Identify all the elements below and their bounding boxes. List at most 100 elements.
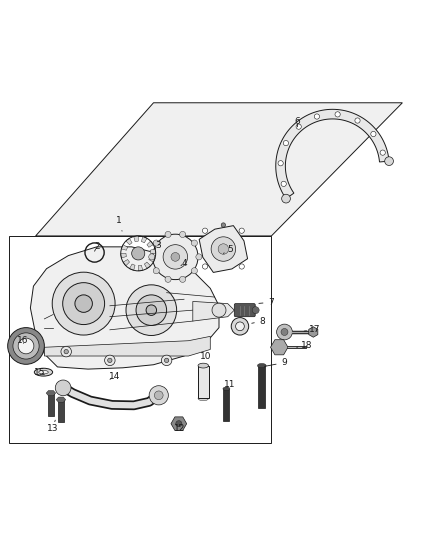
Polygon shape <box>46 391 56 396</box>
Polygon shape <box>123 260 130 266</box>
Circle shape <box>153 240 159 246</box>
Circle shape <box>277 324 292 340</box>
Polygon shape <box>150 249 155 253</box>
Text: 2: 2 <box>94 243 99 252</box>
Circle shape <box>152 234 198 280</box>
Circle shape <box>64 350 68 354</box>
Text: 12: 12 <box>174 424 185 433</box>
Bar <box>58 400 64 422</box>
Circle shape <box>75 295 92 312</box>
Circle shape <box>239 228 244 233</box>
Circle shape <box>296 124 301 130</box>
Polygon shape <box>56 397 66 402</box>
Ellipse shape <box>223 387 230 391</box>
Text: 3: 3 <box>155 241 161 250</box>
Polygon shape <box>130 264 135 270</box>
Polygon shape <box>44 336 210 356</box>
Circle shape <box>180 276 186 282</box>
Text: 6: 6 <box>295 117 300 127</box>
Circle shape <box>61 346 71 357</box>
Circle shape <box>176 421 182 427</box>
Circle shape <box>108 358 112 362</box>
Circle shape <box>371 131 376 136</box>
Circle shape <box>239 264 244 269</box>
Text: 10: 10 <box>200 351 212 360</box>
Text: 8: 8 <box>252 317 265 326</box>
Circle shape <box>8 328 44 364</box>
Polygon shape <box>147 241 153 247</box>
Circle shape <box>146 305 156 316</box>
Bar <box>48 393 53 416</box>
Circle shape <box>161 355 172 366</box>
Circle shape <box>105 355 115 366</box>
Text: 9: 9 <box>265 358 287 367</box>
Circle shape <box>252 306 259 313</box>
Bar <box>223 389 230 422</box>
Circle shape <box>380 150 385 155</box>
Circle shape <box>132 247 145 260</box>
Ellipse shape <box>198 363 208 368</box>
Circle shape <box>278 160 283 166</box>
Bar <box>258 366 265 408</box>
Text: 14: 14 <box>109 372 120 381</box>
Polygon shape <box>149 256 155 262</box>
Polygon shape <box>145 262 151 269</box>
Circle shape <box>355 118 360 123</box>
Circle shape <box>165 276 171 282</box>
Circle shape <box>282 194 290 203</box>
Circle shape <box>13 333 39 359</box>
Circle shape <box>55 380 71 395</box>
Ellipse shape <box>198 396 208 401</box>
Circle shape <box>281 328 288 335</box>
Ellipse shape <box>34 368 53 376</box>
Circle shape <box>236 322 244 330</box>
Text: 1: 1 <box>116 216 122 231</box>
Polygon shape <box>276 109 389 199</box>
Circle shape <box>283 141 289 146</box>
Polygon shape <box>141 237 147 243</box>
Polygon shape <box>121 253 127 258</box>
Circle shape <box>153 268 159 274</box>
Circle shape <box>231 318 249 335</box>
Circle shape <box>164 358 169 362</box>
Ellipse shape <box>258 364 266 368</box>
Circle shape <box>281 181 286 187</box>
Bar <box>198 366 208 398</box>
Circle shape <box>126 285 177 335</box>
Circle shape <box>218 244 229 254</box>
Polygon shape <box>35 103 403 236</box>
Text: 11: 11 <box>224 380 236 389</box>
Ellipse shape <box>39 370 48 374</box>
Circle shape <box>18 338 34 354</box>
Polygon shape <box>121 245 127 250</box>
Text: 15: 15 <box>34 368 46 377</box>
Circle shape <box>52 272 115 335</box>
Circle shape <box>149 254 155 260</box>
Circle shape <box>191 268 198 274</box>
Circle shape <box>196 254 202 260</box>
Circle shape <box>202 264 208 269</box>
Polygon shape <box>193 302 234 321</box>
Circle shape <box>335 112 340 117</box>
Text: 17: 17 <box>304 325 321 334</box>
Circle shape <box>221 223 226 227</box>
Circle shape <box>171 253 180 261</box>
Polygon shape <box>138 265 143 271</box>
Circle shape <box>202 228 208 233</box>
Circle shape <box>211 237 236 261</box>
Circle shape <box>136 295 166 326</box>
Text: 18: 18 <box>297 341 312 350</box>
Circle shape <box>149 386 168 405</box>
Text: 16: 16 <box>17 336 28 345</box>
Circle shape <box>314 114 319 119</box>
Text: 7: 7 <box>259 298 274 307</box>
Text: 13: 13 <box>46 420 58 433</box>
Circle shape <box>165 231 171 238</box>
Circle shape <box>385 157 393 166</box>
Polygon shape <box>30 247 219 369</box>
Text: 5: 5 <box>223 245 233 254</box>
Circle shape <box>212 303 226 317</box>
Polygon shape <box>199 225 247 272</box>
Circle shape <box>180 231 186 238</box>
Circle shape <box>191 240 198 246</box>
